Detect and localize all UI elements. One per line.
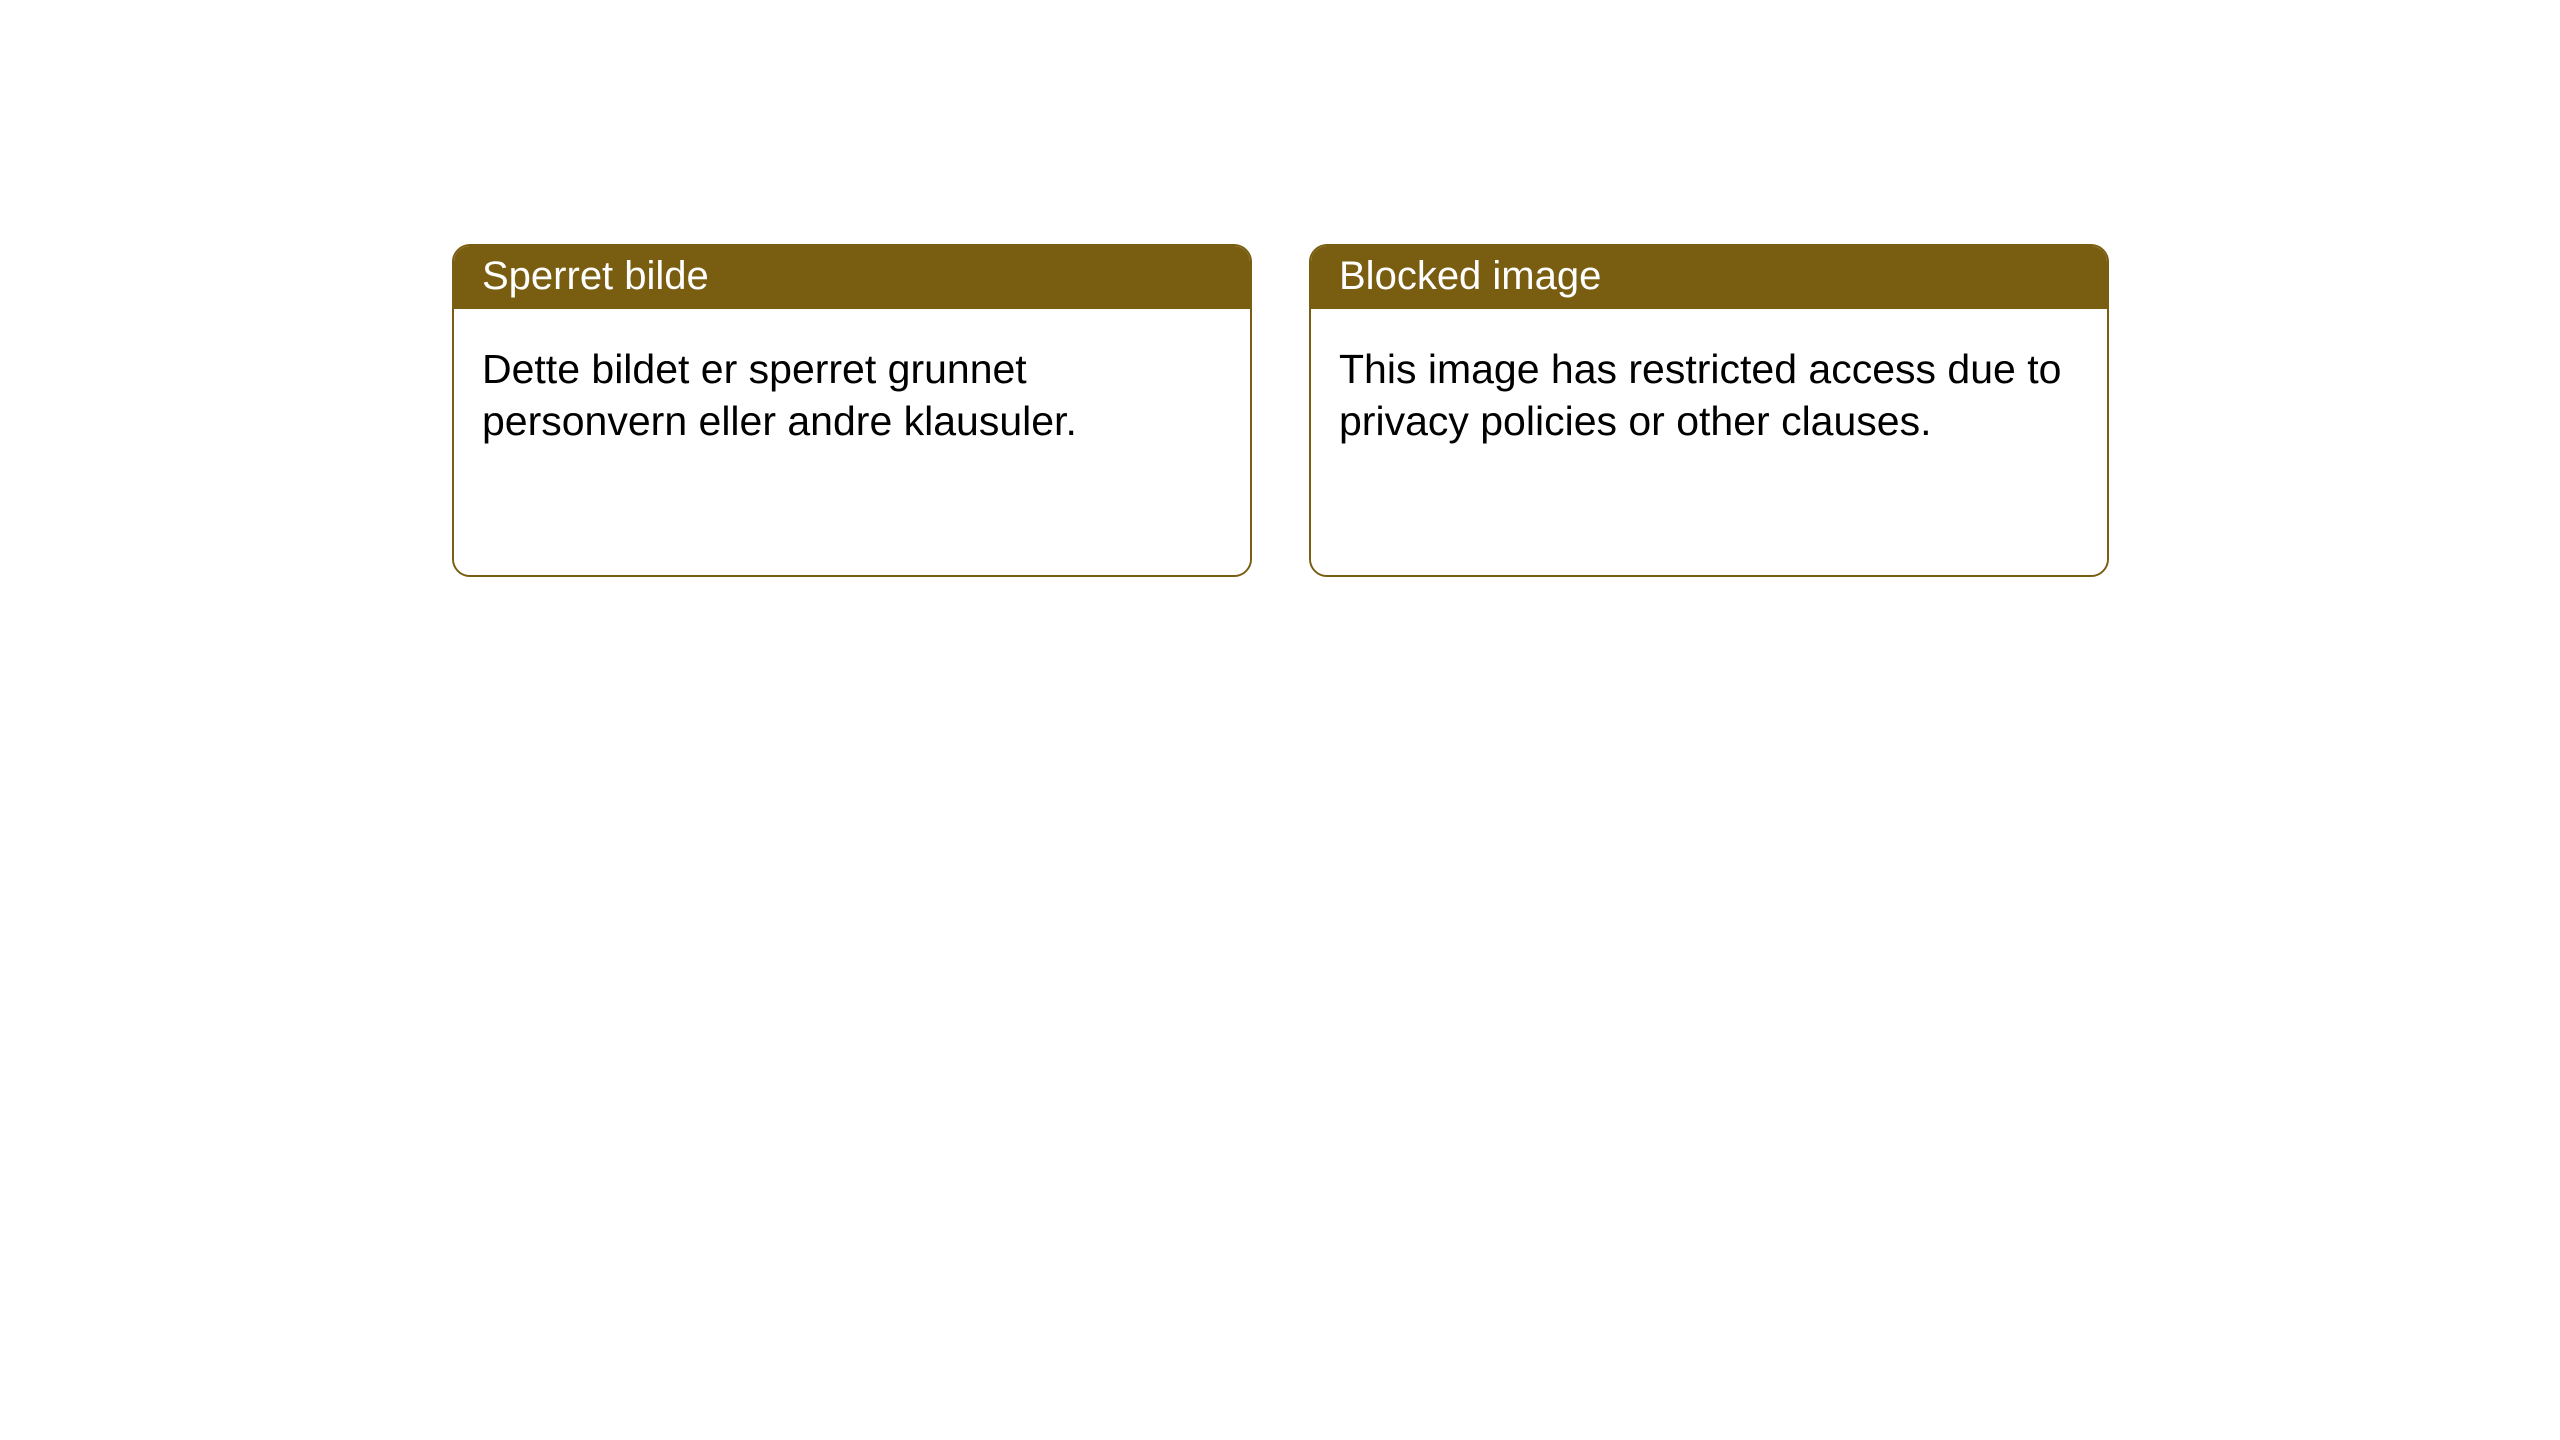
card-body: This image has restricted access due to … bbox=[1311, 309, 2107, 575]
blocked-image-card-no: Sperret bilde Dette bildet er sperret gr… bbox=[452, 244, 1252, 577]
card-title: Blocked image bbox=[1339, 254, 1601, 298]
card-body: Dette bildet er sperret grunnet personve… bbox=[454, 309, 1250, 575]
blocked-image-card-en: Blocked image This image has restricted … bbox=[1309, 244, 2109, 577]
card-header: Sperret bilde bbox=[454, 246, 1250, 309]
card-title: Sperret bilde bbox=[482, 254, 709, 298]
card-body-text: Dette bildet er sperret grunnet personve… bbox=[482, 346, 1077, 444]
card-body-text: This image has restricted access due to … bbox=[1339, 346, 2061, 444]
card-header: Blocked image bbox=[1311, 246, 2107, 309]
cards-container: Sperret bilde Dette bildet er sperret gr… bbox=[452, 244, 2109, 577]
